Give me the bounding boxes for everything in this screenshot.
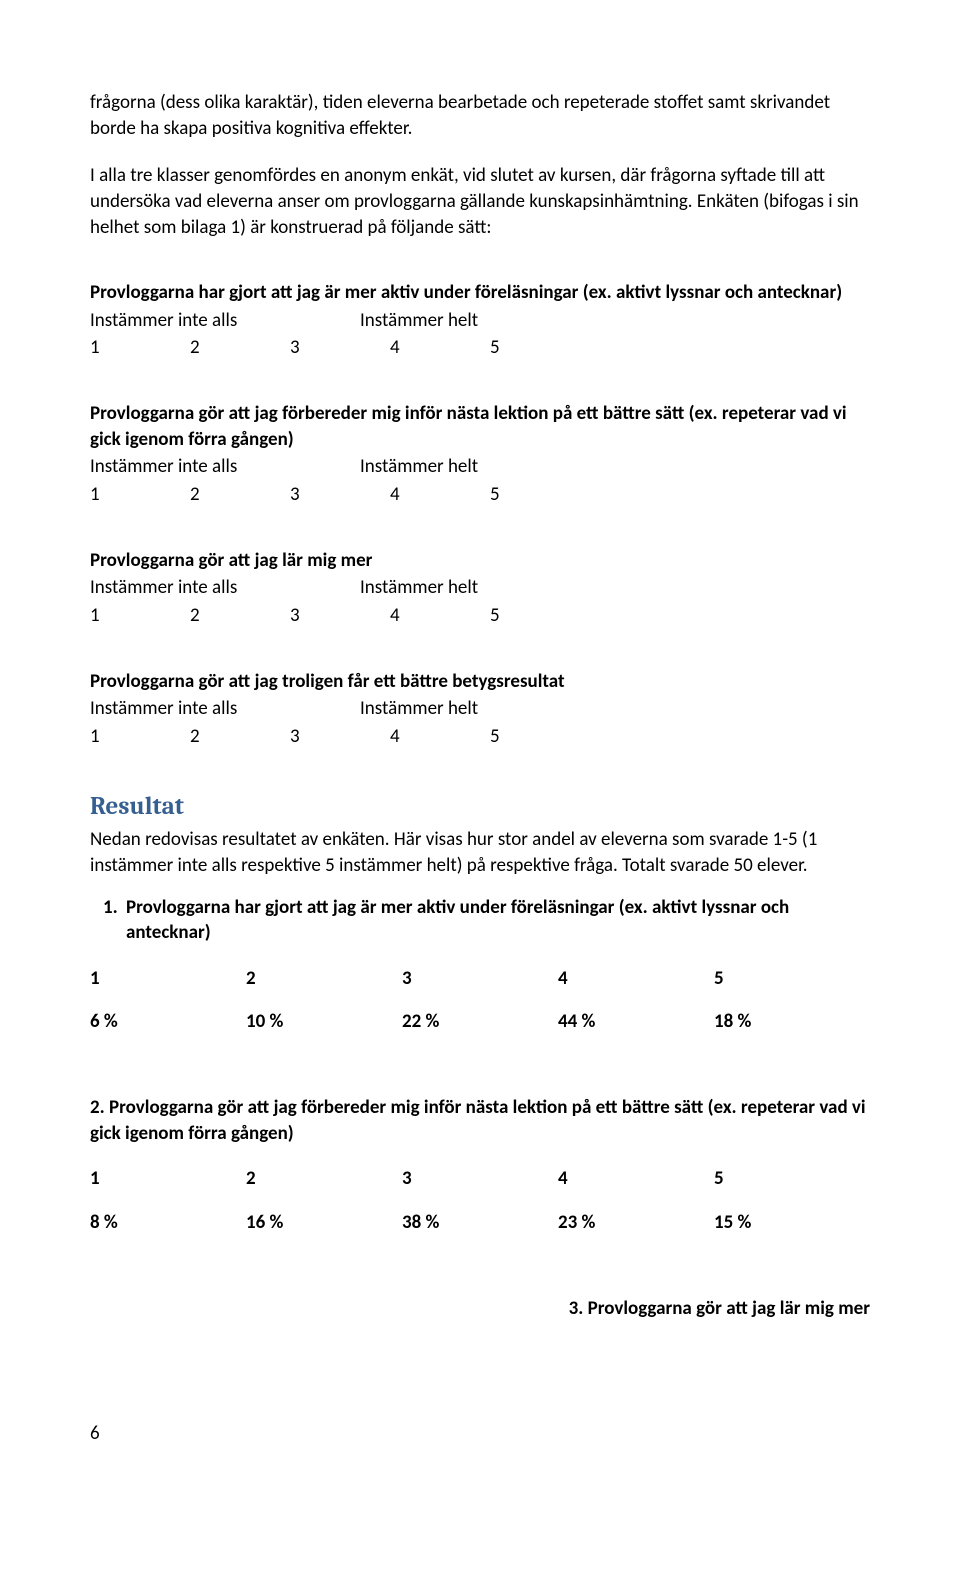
result-1-vals: 6 % 10 % 22 % 44 % 18 % [90, 1009, 870, 1035]
result-val: 15 % [714, 1210, 870, 1236]
scale-row: 1 2 3 4 5 [90, 603, 870, 629]
result-col: 3 [402, 1166, 558, 1192]
scale-num: 4 [390, 335, 490, 361]
scale-num: 1 [90, 603, 190, 629]
scale-num: 4 [390, 724, 490, 750]
result-2-vals: 8 % 16 % 38 % 23 % 15 % [90, 1210, 870, 1236]
result-3-title: 3. Provloggarna gör att jag lär mig mer [90, 1296, 870, 1322]
scale-row: 1 2 3 4 5 [90, 335, 870, 361]
scale-num: 2 [190, 603, 290, 629]
scale-num: 2 [190, 335, 290, 361]
scale-low: Instämmer inte alls [90, 696, 360, 722]
scale-row: 1 2 3 4 5 [90, 482, 870, 508]
scale-num: 3 [290, 603, 390, 629]
result-2-nums: 1 2 3 4 5 [90, 1166, 870, 1192]
scale-num: 4 [390, 603, 490, 629]
resultat-heading: Resultat [90, 790, 870, 824]
scale-num: 1 [90, 335, 190, 361]
result-1-title: Provloggarna har gjort att jag är mer ak… [122, 895, 870, 946]
result-col: 1 [90, 1166, 246, 1192]
scale-labels: Instämmer inte alls Instämmer helt [90, 454, 870, 480]
result-val: 18 % [714, 1009, 870, 1035]
scale-num: 3 [290, 482, 390, 508]
result-val: 23 % [558, 1210, 714, 1236]
page-number: 6 [90, 1421, 870, 1447]
question-1: Provloggarna har gjort att jag är mer ak… [90, 280, 870, 306]
result-2-title: 2. Provloggarna gör att jag förbereder m… [90, 1095, 870, 1146]
result-col: 2 [246, 966, 402, 992]
scale-num: 1 [90, 482, 190, 508]
result-col: 5 [714, 1166, 870, 1192]
result-val: 10 % [246, 1009, 402, 1035]
result-col: 4 [558, 966, 714, 992]
result-val: 6 % [90, 1009, 246, 1035]
scale-high: Instämmer helt [360, 308, 478, 334]
question-3: Provloggarna gör att jag lär mig mer [90, 548, 870, 574]
scale-num: 2 [190, 482, 290, 508]
intro-paragraph-1: frågorna (dess olika karaktär), tiden el… [90, 90, 870, 141]
scale-low: Instämmer inte alls [90, 308, 360, 334]
scale-num: 3 [290, 724, 390, 750]
resultat-text: Nedan redovisas resultatet av enkäten. H… [90, 827, 870, 878]
scale-num: 5 [490, 335, 590, 361]
question-4: Provloggarna gör att jag troligen får et… [90, 669, 870, 695]
scale-num: 1 [90, 724, 190, 750]
scale-high: Instämmer helt [360, 575, 478, 601]
scale-low: Instämmer inte alls [90, 575, 360, 601]
result-col: 3 [402, 966, 558, 992]
scale-num: 3 [290, 335, 390, 361]
scale-num: 5 [490, 603, 590, 629]
intro-paragraph-2: I alla tre klasser genomfördes en anonym… [90, 163, 870, 240]
scale-high: Instämmer helt [360, 696, 478, 722]
scale-low: Instämmer inte alls [90, 454, 360, 480]
result-val: 44 % [558, 1009, 714, 1035]
scale-labels: Instämmer inte alls Instämmer helt [90, 575, 870, 601]
result-col: 2 [246, 1166, 402, 1192]
scale-num: 5 [490, 482, 590, 508]
scale-num: 5 [490, 724, 590, 750]
result-val: 22 % [402, 1009, 558, 1035]
scale-num: 2 [190, 724, 290, 750]
scale-labels: Instämmer inte alls Instämmer helt [90, 696, 870, 722]
result-col: 5 [714, 966, 870, 992]
result-1-nums: 1 2 3 4 5 [90, 966, 870, 992]
scale-num: 4 [390, 482, 490, 508]
result-col: 1 [90, 966, 246, 992]
result-val: 8 % [90, 1210, 246, 1236]
scale-row: 1 2 3 4 5 [90, 724, 870, 750]
result-col: 4 [558, 1166, 714, 1192]
scale-high: Instämmer helt [360, 454, 478, 480]
scale-labels: Instämmer inte alls Instämmer helt [90, 308, 870, 334]
question-2: Provloggarna gör att jag förbereder mig … [90, 401, 870, 452]
result-val: 38 % [402, 1210, 558, 1236]
result-val: 16 % [246, 1210, 402, 1236]
